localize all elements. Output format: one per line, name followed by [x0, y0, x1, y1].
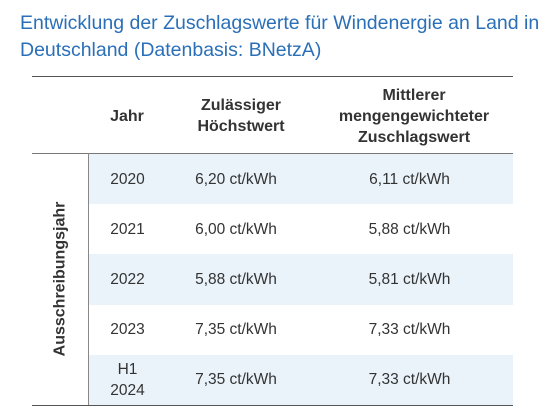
side-label-container: Ausschreibungsjahr	[32, 153, 88, 405]
cell-jahr: H1 2024	[110, 360, 145, 399]
header-separator	[32, 153, 513, 154]
cell-zuschlagswert: 5,81 ct/kWh	[368, 270, 451, 288]
cell-zuschlagswert: 7,33 ct/kWh	[368, 371, 451, 389]
column-header-jahr: Jahr	[110, 107, 144, 125]
cell-hoechstwert: 6,20 ct/kWh	[195, 170, 277, 188]
column-header-zuschlagswert: Mittlerer mengengewichteter Zuschlagswer…	[338, 86, 490, 146]
cell-zuschlagswert: 7,33 ct/kWh	[368, 321, 451, 339]
bottom-rule	[32, 405, 513, 406]
cell-jahr: 2021	[110, 220, 145, 238]
cell-hoechstwert: 7,35 ct/kWh	[195, 371, 277, 389]
table-title: Entwicklung der Zuschlagswerte für Winde…	[20, 12, 540, 61]
cell-hoechstwert: 6,00 ct/kWh	[195, 220, 277, 238]
cell-jahr: 2020	[110, 170, 145, 188]
top-rule	[32, 76, 513, 77]
cell-hoechstwert: 5,88 ct/kWh	[195, 270, 277, 288]
table-row: 2021 6,00 ct/kWh 5,88 ct/kWh	[89, 204, 513, 254]
cell-jahr: 2023	[110, 321, 145, 339]
cell-jahr: 2022	[110, 270, 145, 288]
side-label-ausschreibungsjahr: Ausschreibungsjahr	[51, 201, 69, 357]
table-row: 2020 6,20 ct/kWh 6,11 ct/kWh	[89, 154, 513, 205]
table-row: 2022 5,88 ct/kWh 5,81 ct/kWh	[89, 254, 513, 305]
cell-zuschlagswert: 5,88 ct/kWh	[368, 220, 451, 238]
cell-zuschlagswert: 6,11 ct/kWh	[369, 170, 450, 188]
vertical-divider	[88, 153, 89, 405]
column-header-hoechstwert: Zulässiger Höchstwert	[197, 97, 285, 135]
table-body: 2020 6,20 ct/kWh 6,11 ct/kWh 2021 6,00 c…	[89, 154, 513, 405]
cell-hoechstwert: 7,35 ct/kWh	[195, 321, 277, 339]
table-row: 2023 7,35 ct/kWh 7,33 ct/kWh	[89, 305, 513, 355]
table-row: H1 2024 7,35 ct/kWh 7,33 ct/kWh	[89, 354, 513, 405]
